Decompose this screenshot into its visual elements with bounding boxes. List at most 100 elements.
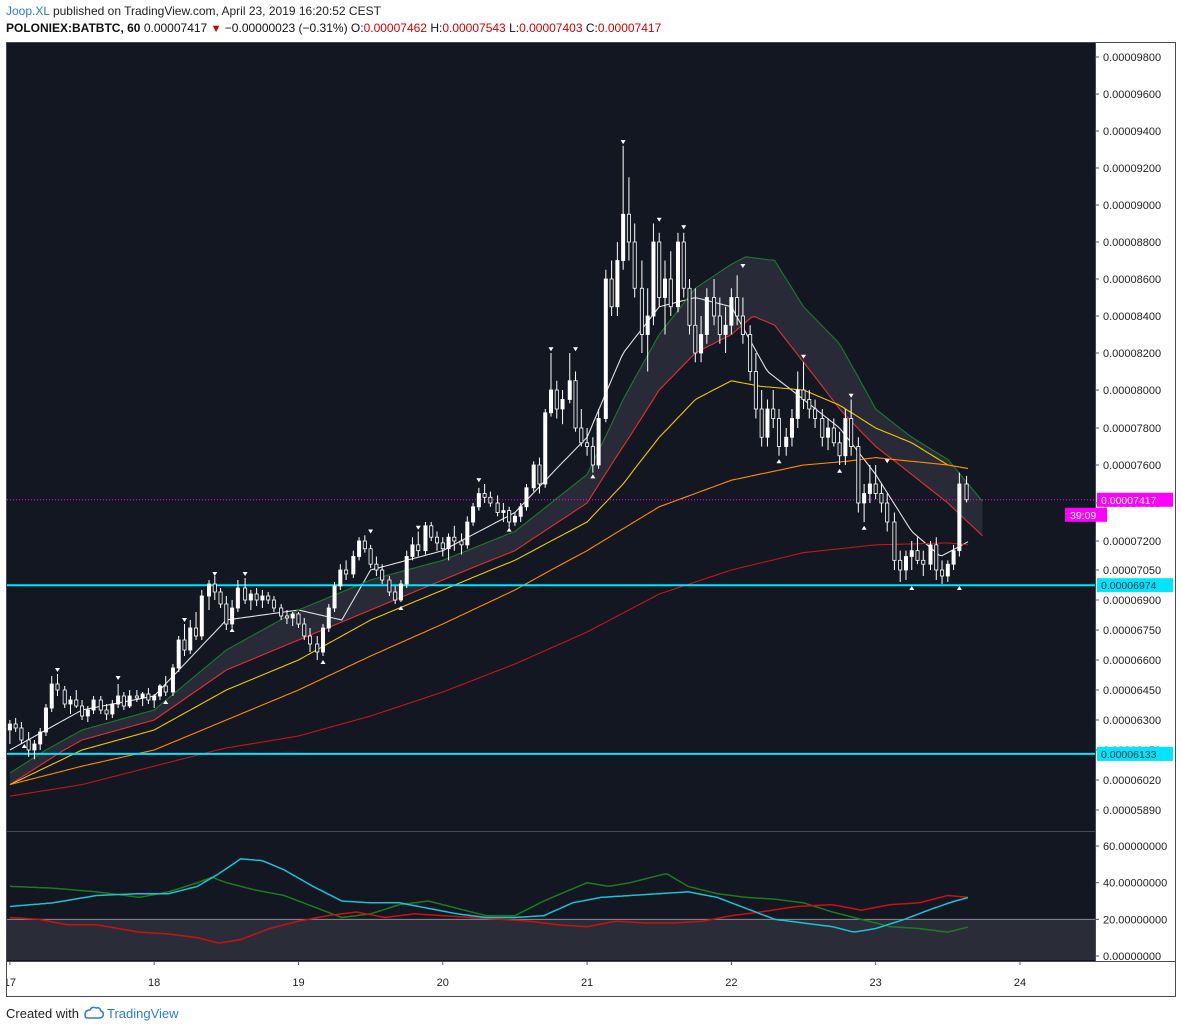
fractal-marker [548,347,554,352]
candle-body [315,643,320,653]
candle-body [230,607,235,625]
fractal-marker [229,628,235,632]
candle-body [321,627,326,653]
candle-body [945,563,950,577]
price-tick-label: 0.00008000 [1103,385,1161,397]
fractal-marker [848,393,854,398]
indicator-tick-label: 40.00000000 [1103,878,1167,890]
candle-body [98,699,103,711]
candle-body [7,723,12,731]
candle-body [789,418,794,438]
candle-body [898,559,903,571]
countdown-bg [1065,507,1107,522]
candle-body [80,705,85,717]
candle-body [699,334,704,354]
candle-body [423,525,428,552]
candle-body [38,731,43,745]
time-tick-label: 23 [870,977,882,989]
candle-body [560,399,565,410]
symbol-info: POLONIEX:BATBTC, 60 0.00007417 ▼ −0.0000… [6,21,661,37]
candle-body [524,487,529,508]
candle-body [398,583,403,601]
candle-body [170,667,175,693]
candle-body [85,709,90,717]
candle-body [662,278,667,298]
candle-body [609,278,614,308]
candle-body [862,493,867,504]
candle-body [621,213,626,261]
candle-body [748,334,753,372]
price-tick-label: 0.00006300 [1103,715,1161,727]
candle-body [116,695,121,705]
candle-body [596,418,601,466]
price-tick-label: 0.00006600 [1103,655,1161,667]
candle-body [62,689,67,705]
open-label: O: [350,21,364,35]
candle-body [531,464,536,489]
fractal-marker [681,225,687,230]
price-tick-label: 0.00009600 [1103,89,1161,101]
tradingview-brand[interactable]: TradingView [106,1005,179,1021]
dmi-series-line [9,894,969,944]
candle-body [476,493,481,508]
candle-body [928,544,933,565]
symbol-text: POLONIEX:BATBTC, 60 [6,21,141,35]
candle-body [43,707,48,733]
price-tick-label: 0.00008600 [1103,274,1161,286]
candle-body [717,315,722,335]
published-text: published on TradingView.com, April 23, … [52,4,381,18]
candle-body [19,727,24,741]
candle-body [873,483,878,494]
tradingview-logo-icon[interactable] [83,1006,105,1020]
fractal-marker [956,586,962,590]
candle-body [296,613,301,625]
price-tag-bg [1097,492,1173,507]
fractal-marker [368,529,374,534]
main-pane [7,140,1095,797]
author-link[interactable]: Joop.XL [6,4,50,18]
candle-body [357,540,362,557]
chart-area[interactable]: 0.00009800 0.00009600 0.00009400 0.00009200… [6,42,1176,997]
candle-body [279,607,284,617]
moving-average-line [9,542,969,797]
candle-body [207,583,212,597]
fractal-marker [837,468,843,473]
price-tag-bg [1097,746,1173,761]
ma-cloud [9,256,983,785]
price-tick-label: 0.00005890 [1103,805,1161,817]
candle-body [224,603,229,625]
candle-body [795,389,800,419]
candle-body [573,380,578,429]
candle-body [140,693,145,699]
price-tick-label: 0.00006900 [1103,595,1161,607]
candle-body [807,399,812,410]
chart-svg[interactable]: 0.00009800 0.00009600 0.00009400 0.00009200… [7,43,1176,997]
candle-body [657,241,662,298]
candle-body [260,595,265,601]
candle-body [765,408,770,438]
price-tag-text: 0.00007417 [1101,495,1157,507]
candle-body [549,389,554,414]
price-tick-label: 0.00007050 [1103,565,1161,577]
candle-body [921,559,926,565]
price-tick-label: 0.00008800 [1103,237,1161,249]
candle-body [759,408,764,438]
candle-body [393,591,398,601]
candle-body [332,585,337,609]
fractal-marker [415,525,421,530]
moving-average-line [9,316,983,786]
price-tick-label: 0.00009400 [1103,126,1161,138]
candle-body [182,639,187,651]
candle-body [909,550,914,557]
candle-body [626,213,631,243]
candle-body [243,587,248,601]
candle-body [632,241,637,289]
candle-body [687,287,692,326]
dmi-series-line [9,873,969,933]
dmi-series-line [9,858,969,933]
candle-body [368,548,373,565]
candle-body [892,521,897,561]
change-text: −0.00000023 (−0.31%) [224,21,348,35]
candle-body [723,324,728,335]
fractal-marker [506,527,512,532]
